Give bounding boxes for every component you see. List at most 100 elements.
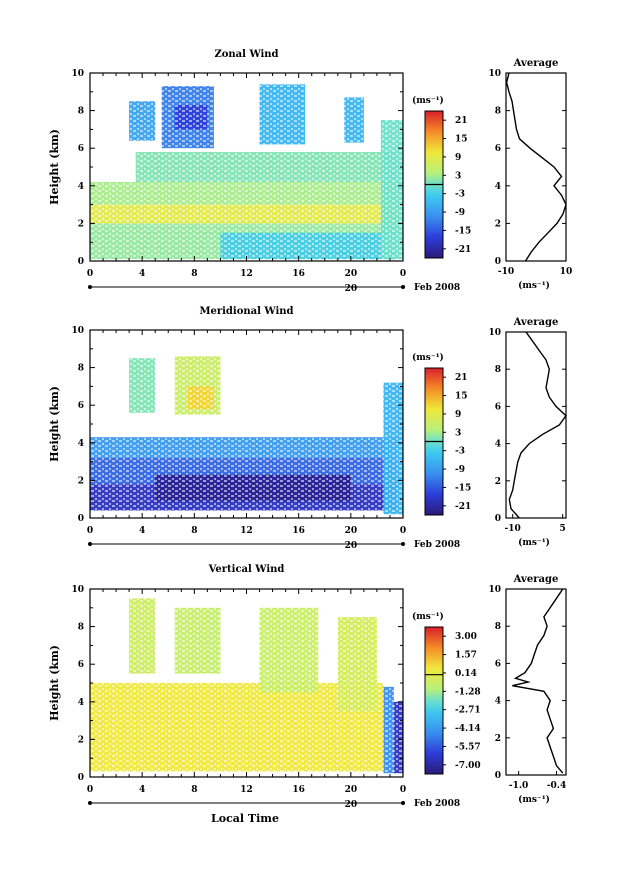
panel-vertical-wind: 0 2 4 6 8 10 0 4 8 12 16 20 0 Vertical Wind Height (…	[48, 564, 567, 810]
x-tick-label: 8	[191, 785, 197, 795]
x-tick-label: 0	[400, 526, 406, 536]
vertical-wind-axes: 0 2 4 6 8 10 0 4 8 12 16 20 0	[71, 585, 406, 805]
colorbar-tick-label: 3	[455, 171, 461, 181]
average-y-tick-label: 0	[495, 514, 501, 524]
date-range-start-marker	[88, 285, 92, 289]
date-range-start-marker	[88, 542, 92, 546]
x-tick-label: 0	[400, 269, 406, 279]
vertical-wind-data-gaps	[90, 589, 403, 777]
meridional-wind-average-profile: 0 2 4 6 8 10 -10 5	[488, 328, 567, 534]
colorbar-tick-label: -1.28	[455, 687, 481, 697]
colorbar-tick-label: 21	[455, 116, 468, 126]
y-tick-label: 6	[78, 660, 84, 670]
x-tick-label: 0	[87, 269, 93, 279]
x-tick-label: 16	[292, 785, 305, 795]
vertical-wind-day-label: 20	[345, 800, 358, 810]
average-y-tick-label: 2	[495, 734, 501, 744]
average-profile-line	[512, 588, 564, 774]
average-y-tick-label: 4	[495, 697, 501, 707]
colorbar-tick-label: 3	[455, 428, 461, 438]
x-tick-label: 16	[292, 526, 305, 536]
average-y-tick-label: 4	[495, 182, 501, 192]
y-tick-label: 0	[78, 514, 84, 524]
average-y-tick-label: 10	[488, 328, 501, 338]
zonal-wind-day-label: 20	[345, 284, 358, 294]
colorbar-tick-label: 0.14	[455, 669, 477, 679]
zonal-wind-average-profile: 0 2 4 6 8 10 -10 10	[488, 69, 572, 277]
meridional-wind-axes: 0 2 4 6 8 10 0 4 8 12 16 20 0	[71, 326, 406, 546]
average-y-tick-label: 10	[488, 585, 501, 595]
x-tick-label: 12	[240, 526, 253, 536]
average-frame	[505, 72, 567, 262]
average-x-tick-label: -1.0	[509, 781, 528, 791]
average-x-tick-label: 10	[560, 267, 573, 277]
zonal-wind-average-unit: (ms⁻¹)	[518, 280, 550, 291]
y-tick-label: 2	[78, 476, 84, 486]
colorbar-tick-label: -9	[455, 208, 465, 218]
x-tick-label: 12	[240, 269, 253, 279]
meridional-wind-average-unit: (ms⁻¹)	[518, 537, 550, 548]
x-tick-label: 0	[87, 526, 93, 536]
zonal-wind-colorbar: 21 15 9 3 -3 -9 -15 -21	[424, 110, 471, 259]
x-tick-label: 20	[345, 785, 358, 795]
x-tick-label: 4	[139, 269, 145, 279]
zonal-wind-y-axis-label: Height (km)	[48, 129, 61, 205]
vertical-wind-average-unit: (ms⁻¹)	[518, 794, 550, 805]
colorbar-tick-label: -2.71	[455, 706, 481, 716]
date-range-start-marker	[88, 801, 92, 805]
average-y-tick-label: 6	[495, 402, 501, 412]
date-range-end-marker	[401, 285, 405, 289]
y-tick-label: 2	[78, 219, 84, 229]
average-frame	[505, 331, 567, 519]
vertical-wind-y-axis-label: Height (km)	[48, 645, 61, 721]
colorbar-tick-label: 15	[455, 392, 468, 402]
zonal-wind-data-gaps	[90, 73, 403, 261]
average-x-tick-label: -10	[498, 267, 514, 277]
x-tick-label: 0	[400, 785, 406, 795]
colorbar-tick-label: -9	[455, 465, 465, 475]
colorbar-tick-label: -4.14	[455, 724, 481, 734]
y-tick-label: 4	[78, 182, 84, 192]
colorbar-tick-label: 3.00	[455, 632, 477, 642]
x-tick-label: 16	[292, 269, 305, 279]
y-tick-label: 8	[78, 364, 84, 374]
x-tick-label: 12	[240, 785, 253, 795]
x-tick-label: 4	[139, 526, 145, 536]
vertical-wind-colorbar: 3.00 1.57 0.14 -1.28 -2.71 -4.14 -5.57 -7.00	[424, 626, 481, 775]
average-profile-line	[508, 331, 567, 519]
colorbar-gradient	[424, 626, 444, 775]
average-y-tick-label: 0	[495, 257, 501, 267]
average-y-tick-label: 0	[495, 771, 501, 781]
zonal-wind-date-label: Feb 2008	[414, 283, 460, 293]
colorbar-tick-label: 21	[455, 373, 468, 383]
average-y-tick-label: 8	[495, 622, 501, 632]
average-x-tick-label: 5	[560, 524, 566, 534]
average-y-tick-label: 4	[495, 440, 501, 450]
meridional-wind-colorbar: 21 15 9 3 -3 -9 -15 -21	[424, 367, 471, 516]
date-range-end-marker	[401, 542, 405, 546]
x-tick-label: 20	[345, 526, 358, 536]
average-y-tick-label: 2	[495, 219, 501, 229]
meridional-wind-title: Meridional Wind	[199, 306, 293, 317]
colorbar-tick-label: -21	[455, 245, 471, 255]
x-tick-label: 8	[191, 526, 197, 536]
meridional-wind-colorbar-unit: (ms⁻¹)	[412, 352, 444, 363]
vertical-wind-title: Vertical Wind	[208, 564, 285, 575]
y-tick-label: 0	[78, 257, 84, 267]
y-tick-label: 10	[71, 69, 84, 79]
average-frame	[505, 588, 567, 776]
x-tick-label: 20	[345, 269, 358, 279]
zonal-wind-title: Zonal Wind	[214, 49, 278, 60]
y-tick-label: 4	[78, 698, 84, 708]
vertical-wind-colorbar-unit: (ms⁻¹)	[412, 611, 444, 622]
date-range-end-marker	[401, 801, 405, 805]
colorbar-tick-label: 9	[455, 410, 461, 420]
y-tick-label: 10	[71, 326, 84, 336]
y-tick-label: 0	[78, 773, 84, 783]
colorbar-tick-label: -15	[455, 226, 471, 236]
colorbar-tick-label: 1.57	[455, 651, 477, 661]
vertical-wind-date-label: Feb 2008	[414, 799, 460, 809]
